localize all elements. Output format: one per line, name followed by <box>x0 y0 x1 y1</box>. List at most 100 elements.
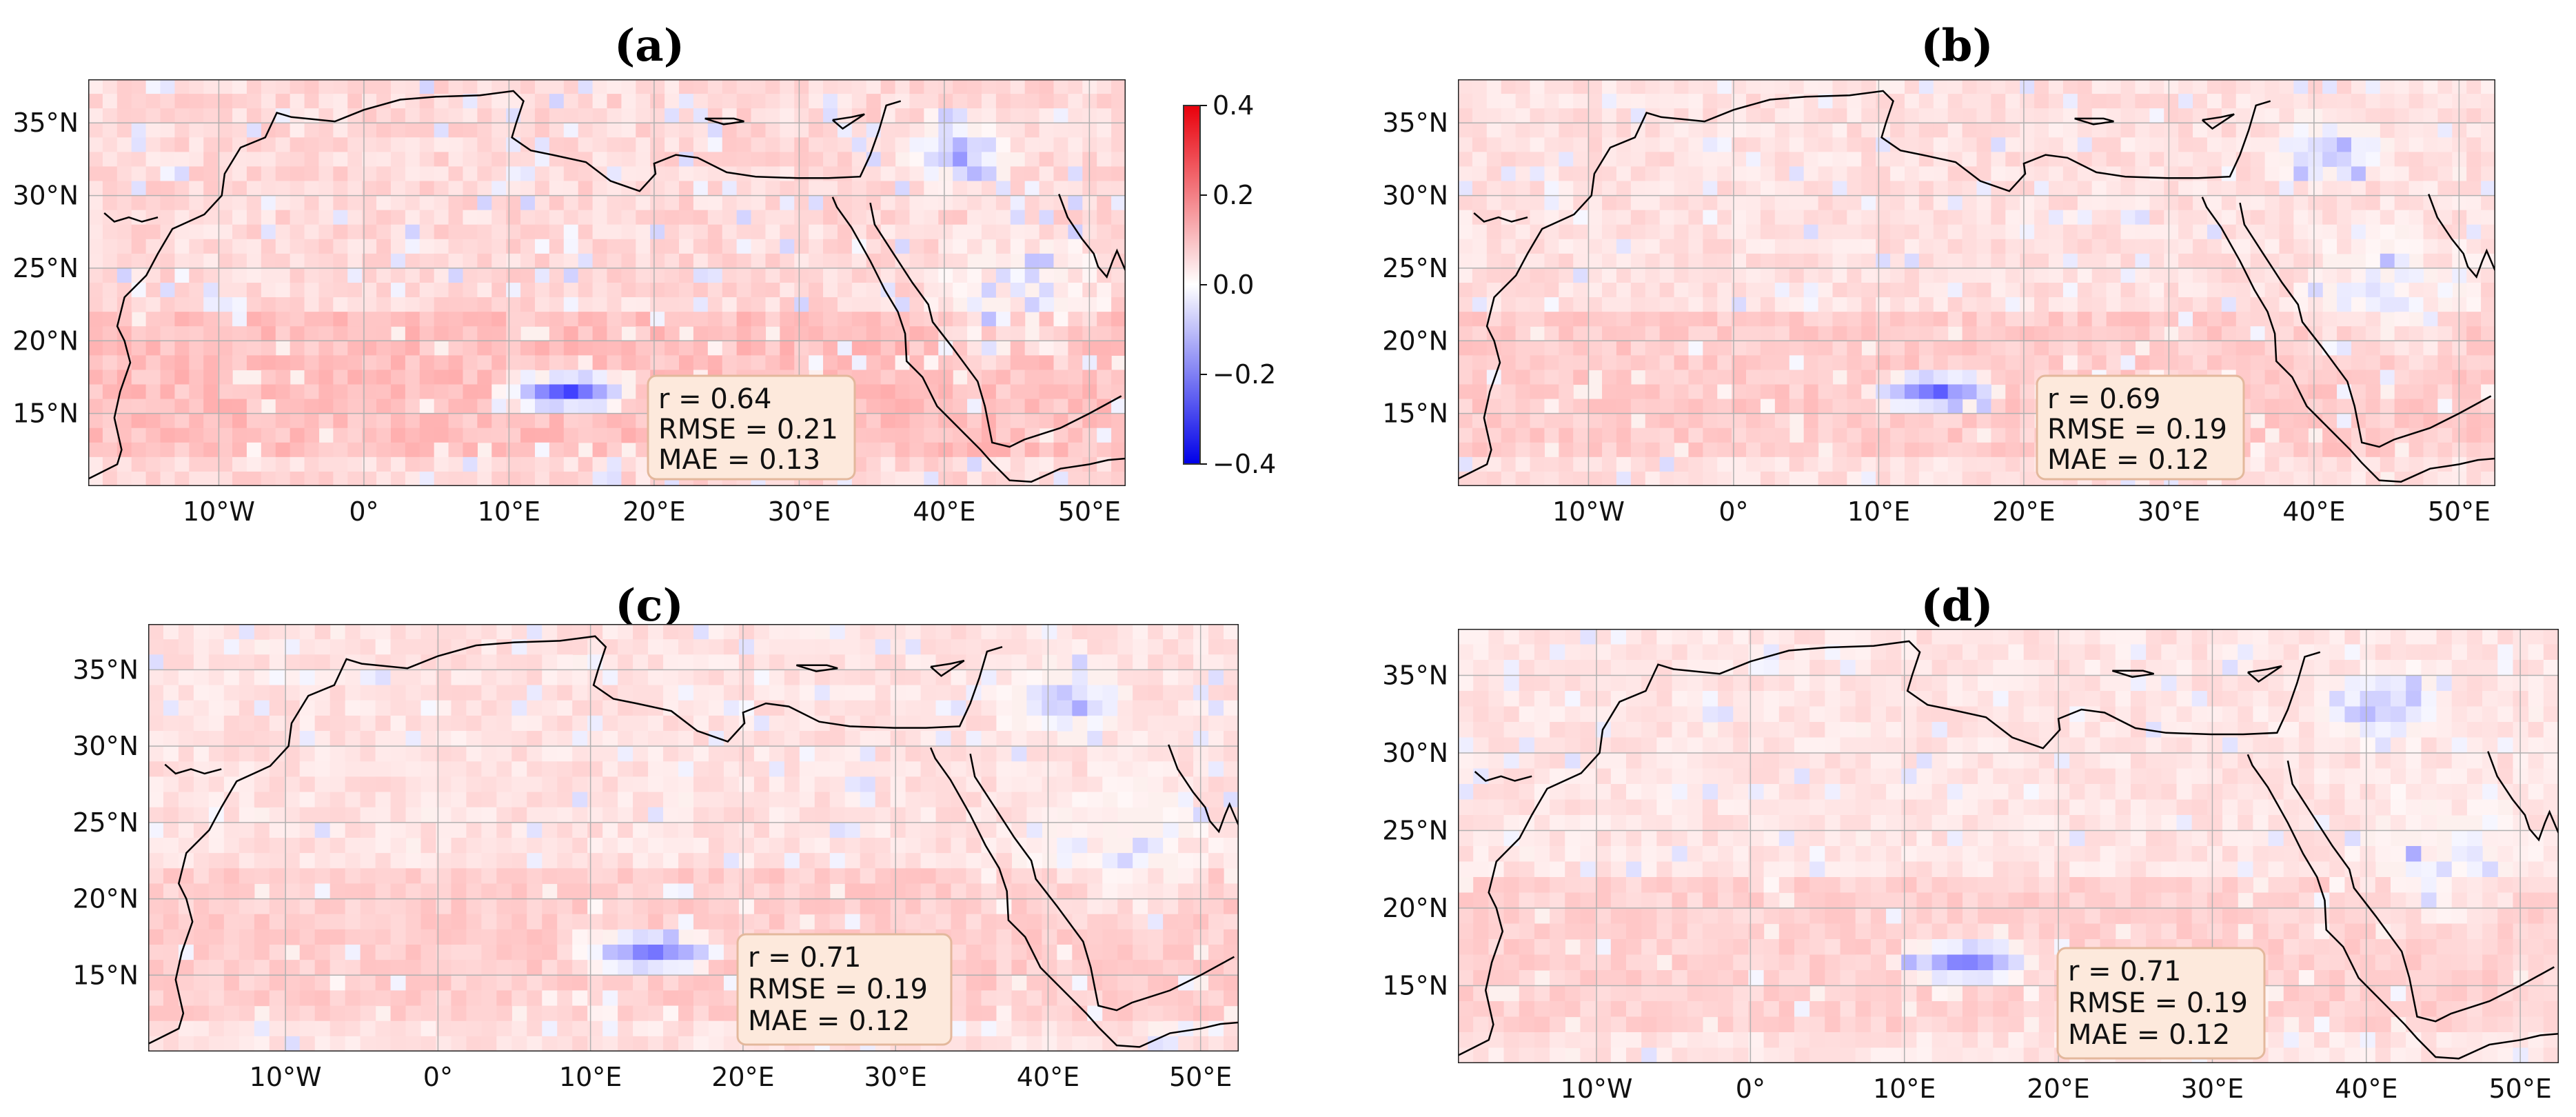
heatmap-cell <box>390 715 407 732</box>
heatmap-cell <box>587 807 603 823</box>
heatmap-cell <box>2408 413 2424 429</box>
heatmap-cell <box>621 181 636 197</box>
heatmap-cell <box>2250 137 2266 152</box>
heatmap-cell <box>2149 108 2164 123</box>
heatmap-cell <box>2077 181 2093 197</box>
heatmap-cell <box>174 427 190 443</box>
heatmap-cell <box>1544 166 1559 182</box>
heatmap-cell <box>1024 456 1040 472</box>
heatmap-cell <box>2308 399 2323 414</box>
heatmap-cell <box>2106 137 2122 152</box>
heatmap-cell <box>1876 239 1891 254</box>
heatmap-cell <box>290 224 305 240</box>
heatmap-cell <box>549 442 565 458</box>
heatmap-cell <box>1991 79 2006 94</box>
heatmap-cell <box>1717 137 1732 152</box>
heatmap-cell <box>2193 297 2208 312</box>
heatmap-cell <box>650 297 665 312</box>
heatmap-cell <box>794 195 809 211</box>
heatmap-cell <box>2466 224 2482 240</box>
heatmap-cell <box>1861 456 1876 472</box>
heatmap-cell <box>203 195 219 211</box>
heatmap-cell <box>880 283 896 298</box>
heatmap-cell <box>333 370 348 385</box>
heatmap-cell <box>1976 413 1991 429</box>
heatmap-cell <box>736 283 752 298</box>
heatmap-cell <box>851 79 867 94</box>
heatmap-cell <box>679 108 694 123</box>
heatmap-cell <box>765 239 780 254</box>
heatmap-cell <box>1010 456 1026 472</box>
heatmap-cell <box>506 239 521 254</box>
heatmap-cell <box>290 442 305 458</box>
heatmap-cell <box>621 152 636 168</box>
heatmap-cell <box>102 326 118 341</box>
heatmap-cell <box>592 268 608 283</box>
heatmap-cell <box>345 761 361 778</box>
heatmap-cell <box>116 94 132 109</box>
heatmap-cell <box>269 822 285 838</box>
heatmap-cell <box>1501 224 1517 240</box>
heatmap-cell <box>160 355 176 371</box>
heatmap-cell <box>318 268 334 283</box>
heatmap-cell <box>875 700 891 716</box>
heatmap-cell <box>1847 413 1862 429</box>
heatmap-cell <box>1645 94 1661 109</box>
heatmap-cell <box>145 399 161 414</box>
heatmap-cell <box>203 210 219 225</box>
heatmap-cell <box>875 731 891 747</box>
heatmap-cell <box>823 297 838 312</box>
heatmap-cell <box>318 137 334 152</box>
heatmap-cell <box>1148 731 1164 747</box>
heatmap-cell <box>1832 297 1847 312</box>
heatmap-cell <box>707 297 723 312</box>
heatmap-cell <box>2293 384 2309 400</box>
heatmap-cell <box>2380 79 2395 94</box>
heatmap-cell <box>1890 471 1905 486</box>
heatmap-cell <box>376 123 392 138</box>
heatmap-cell <box>2308 312 2323 327</box>
heatmap-cell <box>390 413 406 429</box>
heatmap-cell <box>880 471 896 486</box>
heatmap-cell <box>736 181 752 197</box>
heatmap-cell <box>2106 181 2122 197</box>
heatmap-cell <box>860 685 876 701</box>
heatmap-cell <box>2322 370 2337 385</box>
heatmap-cell <box>981 822 997 838</box>
heatmap-cell <box>2437 384 2453 400</box>
heatmap-cell <box>1746 297 1761 312</box>
heatmap-cell <box>1053 166 1068 182</box>
heatmap-cell <box>1224 624 1239 640</box>
heatmap-cell <box>1962 471 1978 486</box>
heatmap-cell <box>2049 137 2064 152</box>
heatmap-cell <box>2193 326 2208 341</box>
heatmap-cell <box>636 427 651 443</box>
heatmap-cell <box>866 239 882 254</box>
heatmap-cell <box>648 654 664 671</box>
heatmap-cell <box>1918 181 1934 197</box>
heatmap-cell <box>1861 442 1876 458</box>
heatmap-cell <box>496 776 512 793</box>
heatmap-cell <box>405 761 422 778</box>
heatmap-cell <box>1053 210 1068 225</box>
heatmap-cell <box>405 326 420 341</box>
heatmap-cell <box>823 239 838 254</box>
heatmap-cell <box>563 384 579 400</box>
heatmap-cell <box>1057 792 1073 808</box>
heatmap-cell <box>1515 399 1531 414</box>
coastline-path <box>103 212 159 223</box>
heatmap-cell <box>1688 297 1703 312</box>
heatmap-cell <box>203 341 219 356</box>
heatmap-cell <box>1602 268 1617 283</box>
heatmap-cell <box>1530 224 1545 240</box>
heatmap-cell <box>102 355 118 371</box>
heatmap-cell <box>2408 370 2424 385</box>
heatmap-cell <box>436 654 452 671</box>
heatmap-cell <box>636 239 651 254</box>
heatmap-cell <box>648 792 664 808</box>
heatmap-cell <box>1117 776 1133 793</box>
heatmap-cell <box>1947 152 1963 168</box>
heatmap-cell <box>1102 746 1118 762</box>
heatmap-cell <box>650 239 665 254</box>
heatmap-cell <box>607 297 622 312</box>
